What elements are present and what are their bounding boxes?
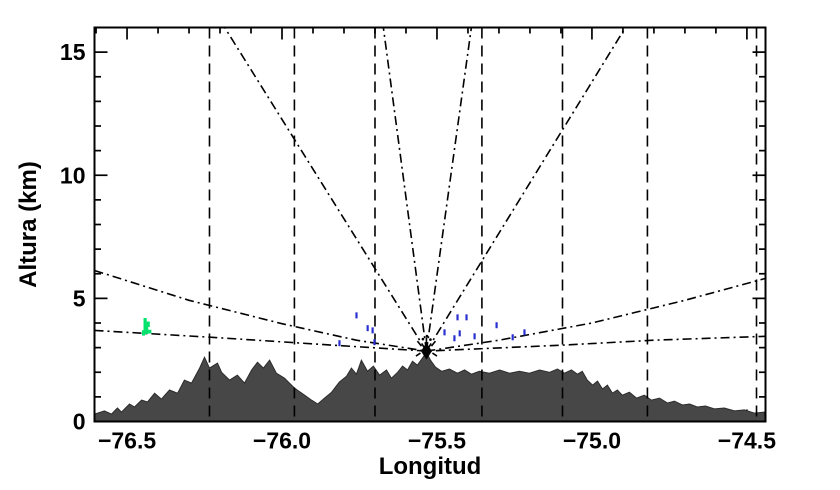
x-tick-label: −76.0 [253,428,311,454]
x-tick-labels: −76.5 −76.0 −75.5 −75.0 −74.5 [98,428,776,454]
y-tick-label: 10 [60,162,86,188]
x-axis-title: Longitud [379,453,482,480]
y-tick-label: 0 [73,409,86,435]
x-tick-label: −75.0 [563,428,621,454]
y-tick-labels: 0 5 10 15 [60,39,86,434]
x-tick-label: −75.5 [408,428,466,454]
vertical-dashed-lines [208,27,758,422]
y-tick-label: 5 [73,285,86,311]
fan-beam-lines [223,27,627,352]
y-axis-title: Altura (km) [15,161,42,288]
echo-markers-green [141,318,152,336]
terrain-profile [94,351,767,422]
radar-site-marker [415,334,438,360]
x-tick-label: −74.5 [718,428,776,454]
x-tick-label: −76.5 [98,428,156,454]
y-tick-label: 15 [60,39,86,65]
plot-frame [93,26,767,423]
echo-markers-blue [338,312,526,347]
